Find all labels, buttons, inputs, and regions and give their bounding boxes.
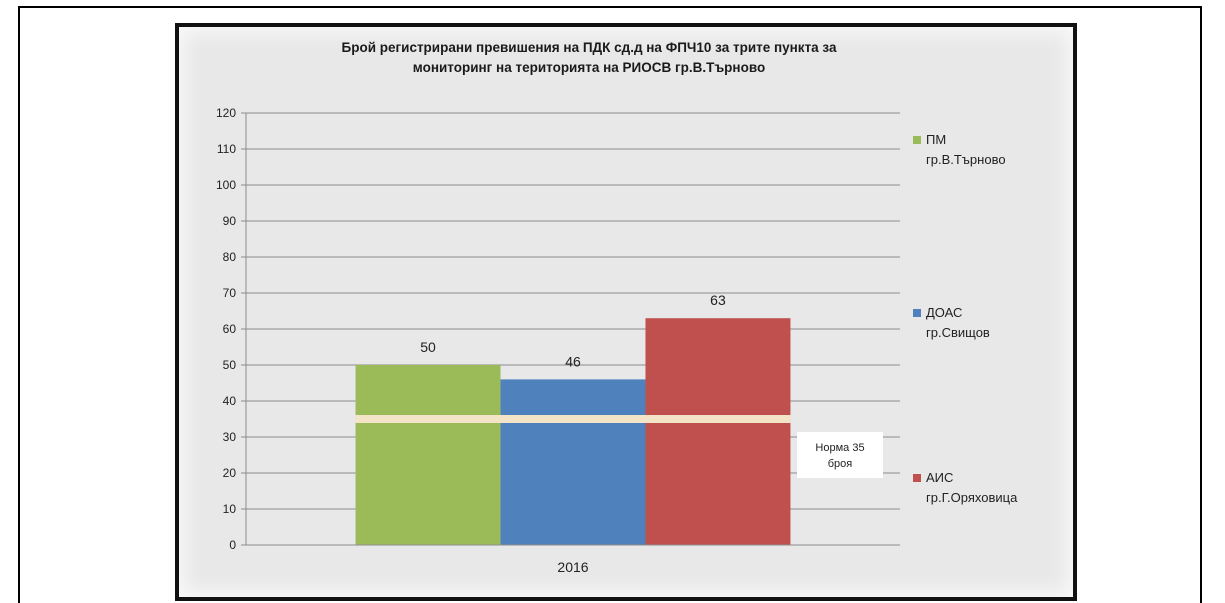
y-tick-label: 100 [216,178,236,192]
y-tick-label: 110 [217,142,236,156]
x-tick-label: 2016 [557,559,588,575]
chart-subtitle: мониторинг на територията на РИОСВ гр.В.… [413,60,765,75]
data-label: 46 [565,353,581,369]
y-tick-label: 0 [229,538,236,552]
legend-swatch [913,136,921,144]
y-tick-label: 50 [223,358,237,372]
y-tick-label: 70 [223,286,237,300]
legend-swatch [913,474,921,482]
y-tick-label: 40 [223,394,237,408]
bar [500,379,646,545]
legend-label: гр.В.Търново [926,152,1006,167]
data-label: 50 [420,339,436,355]
reference-label: броя [828,458,853,470]
page-border [18,6,1202,603]
legend-label: ПМ [926,132,946,147]
y-tick-label: 80 [223,250,237,264]
reference-label-bg [797,432,883,478]
reference-line [355,415,791,423]
legend-swatch [913,309,921,317]
data-label: 63 [710,292,726,308]
y-tick-label: 90 [223,214,237,228]
y-tick-label: 120 [216,106,236,120]
legend-label: гр.Свищов [926,325,990,340]
bar [355,365,501,545]
bar-chart: Брой регистрирани превишения на ПДК сд.д… [216,40,1018,575]
legend-label: гр.Г.Оряховица [926,490,1018,505]
y-tick-label: 30 [223,430,237,444]
legend-label: АИС [926,470,953,485]
y-tick-label: 60 [223,322,237,336]
legend-label: ДОАС [926,305,962,320]
chart-title: Брой регистрирани превишения на ПДК сд.д… [342,40,837,55]
chart-container: Брой регистрирани превишения на ПДК сд.д… [175,23,1077,601]
y-tick-label: 10 [223,502,237,516]
reference-label: Норма 35 [815,442,864,454]
y-tick-label: 20 [223,466,237,480]
bar [645,318,791,545]
